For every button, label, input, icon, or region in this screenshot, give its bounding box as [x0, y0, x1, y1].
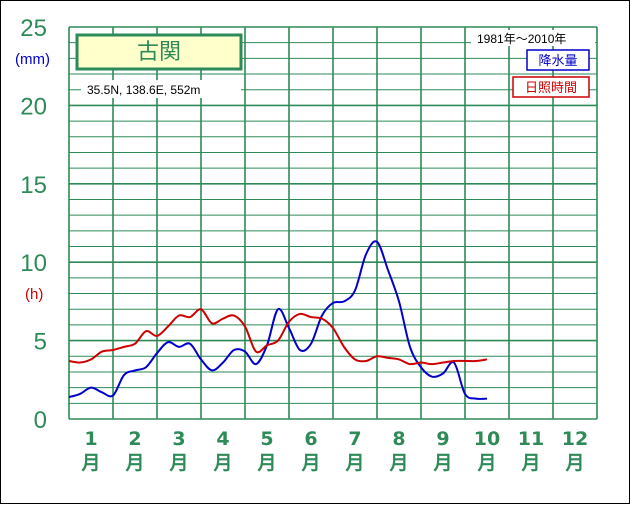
- station-name: 古関: [137, 40, 181, 65]
- y-tick-label: 20: [20, 93, 47, 120]
- month-char-label: 月: [564, 452, 584, 474]
- month-number-label: 4: [216, 428, 229, 450]
- month-number-label: 5: [260, 428, 273, 450]
- chart-grid: [68, 26, 598, 420]
- legend-precipitation-box: [526, 49, 590, 71]
- location-bg: [81, 80, 241, 98]
- month-number-label: 10: [474, 428, 500, 450]
- y-tick-label: 15: [20, 172, 47, 199]
- month-number-label: 2: [128, 428, 141, 450]
- y-tick-label: 0: [34, 407, 47, 434]
- y-axis-tick-labels: 0 5 10 15 20 25: [20, 15, 47, 434]
- month-number-label: 8: [392, 428, 405, 450]
- month-number-label: 12: [562, 428, 588, 450]
- month-char-label: 月: [168, 452, 188, 474]
- station-name-box: [75, 33, 243, 71]
- month-char-label: 月: [520, 452, 540, 474]
- unit-mm-label: (mm): [15, 51, 50, 68]
- precipitation-series-line: [68, 240, 488, 400]
- legend-precipitation: 降水量: [538, 54, 577, 69]
- month-number-label: 9: [436, 428, 449, 450]
- month-number-label: 3: [172, 428, 185, 450]
- month-char-label: 月: [344, 452, 364, 474]
- period-text: 1981年〜2010年: [477, 32, 566, 46]
- month-char-label: 月: [212, 452, 232, 474]
- month-char-label: 月: [388, 452, 408, 474]
- y-tick-label: 5: [34, 329, 47, 356]
- month-number-label: 1: [84, 428, 97, 450]
- location-text: 35.5N, 138.6E, 552m: [87, 83, 200, 97]
- month-char-label: 月: [80, 452, 100, 474]
- month-char-label: 月: [256, 452, 276, 474]
- month-char-label: 月: [432, 452, 452, 474]
- legend-sunshine-box: [512, 76, 590, 98]
- month-char-label: 月: [476, 452, 496, 474]
- unit-h-label: (h): [25, 286, 43, 303]
- month-number-label: 7: [348, 428, 361, 450]
- series-lines: [68, 240, 488, 400]
- y-tick-label: 25: [20, 15, 47, 42]
- month-number-label: 6: [304, 428, 317, 450]
- period-bg: [471, 30, 595, 46]
- legend-sunshine: 日照時間: [525, 81, 577, 96]
- month-char-label: 月: [300, 452, 320, 474]
- month-char-label: 月: [124, 452, 144, 474]
- sunshine-series-line: [68, 308, 488, 366]
- y-tick-label: 10: [20, 250, 47, 277]
- month-number-label: 11: [518, 428, 544, 450]
